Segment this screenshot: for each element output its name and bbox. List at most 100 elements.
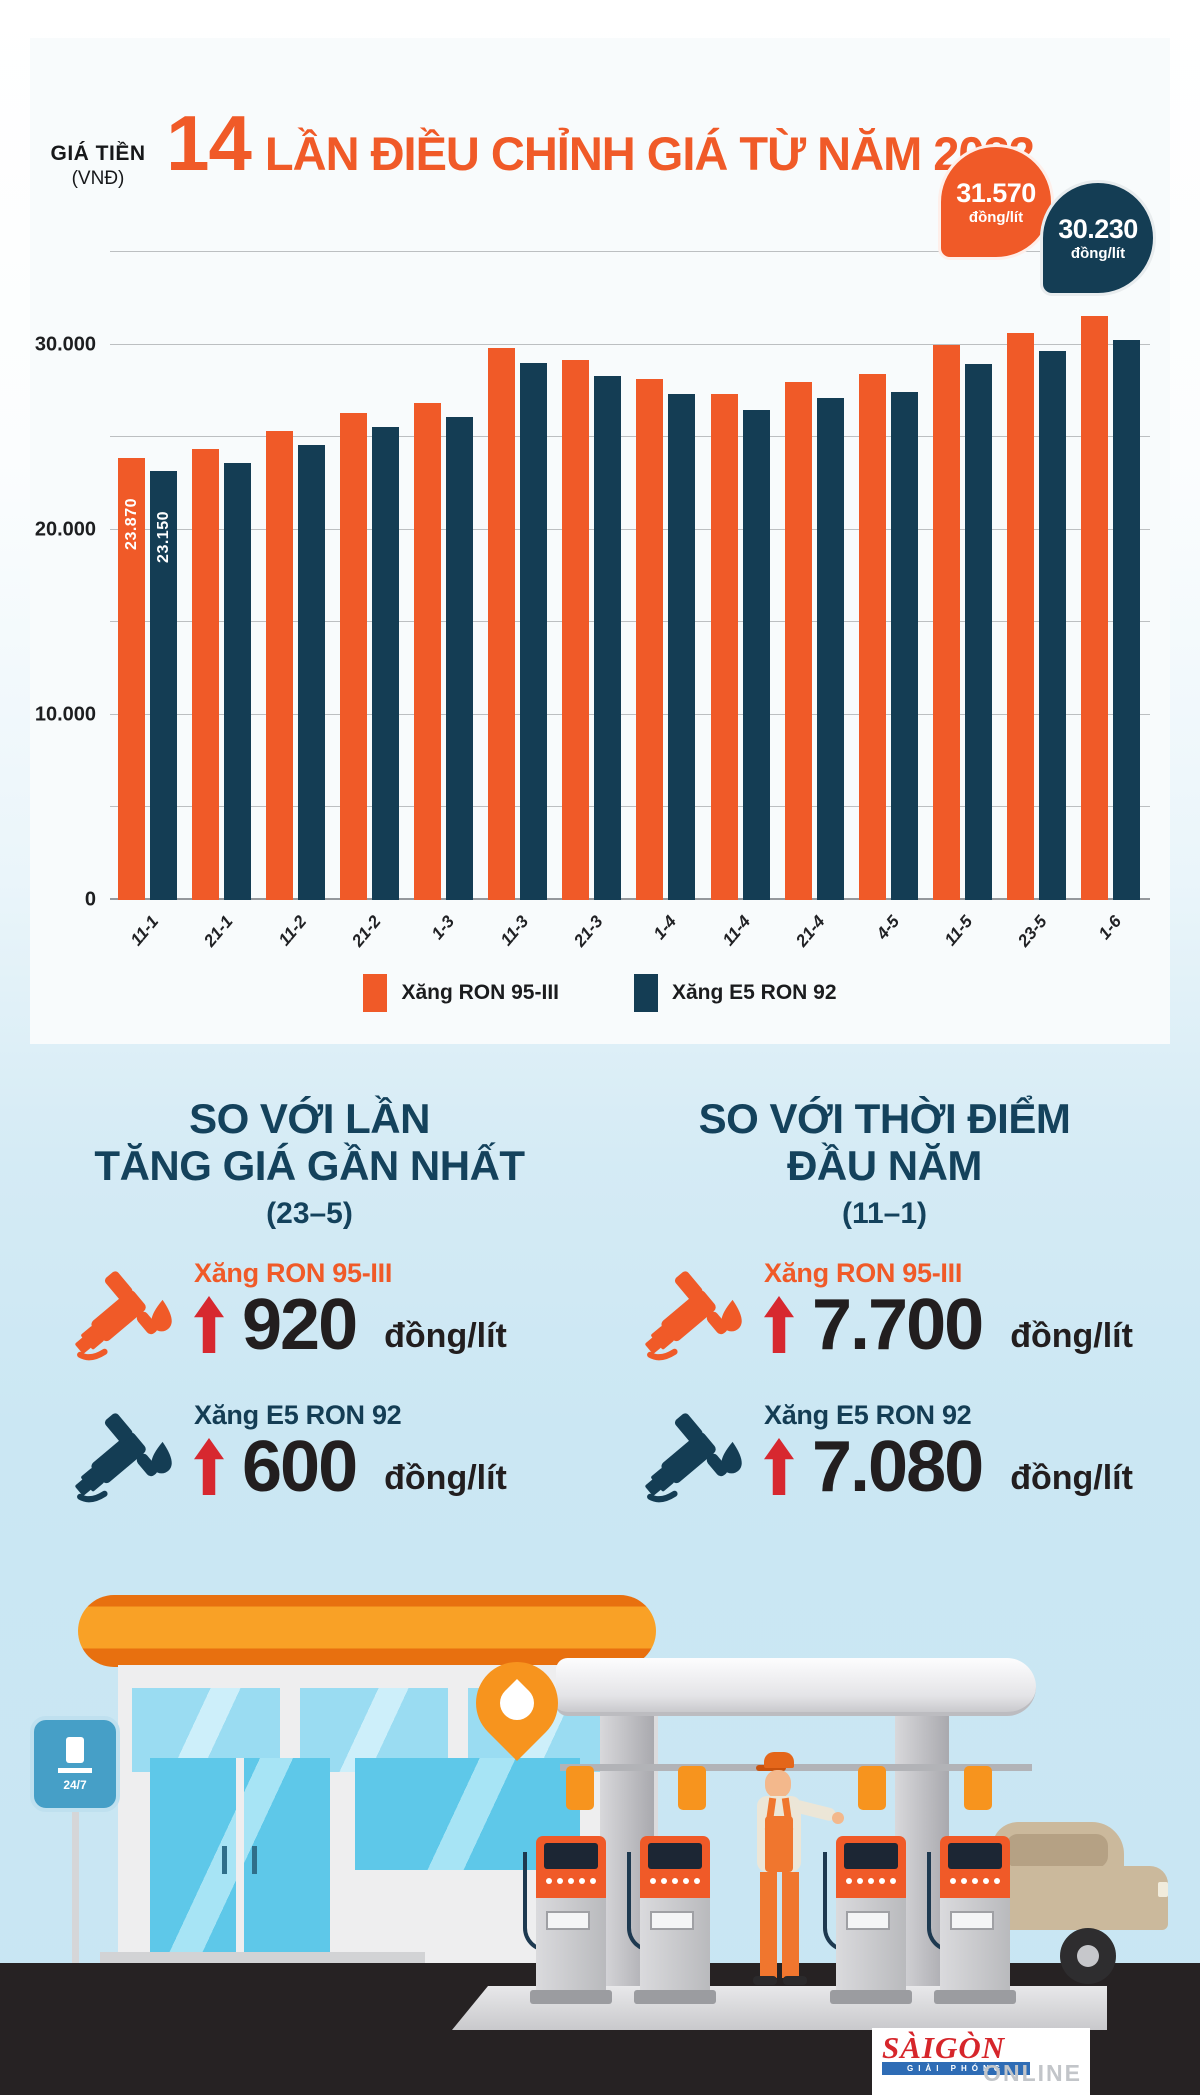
delta-value: 7.080 <box>812 1427 984 1508</box>
overall-bib <box>765 1816 793 1872</box>
y-axis-title: GIÁ TIỀN (VNĐ) <box>50 142 146 189</box>
bar-group-11-4: 11-4 <box>710 252 770 949</box>
fuel-row-content: Xăng RON 95-III 920 đồng/lít <box>194 1258 507 1366</box>
door-divider <box>236 1758 244 1962</box>
x-tick-label: 11-3 <box>496 912 533 950</box>
legend-swatch <box>363 974 388 1012</box>
glass-doors <box>150 1758 330 1962</box>
wheel-hub <box>1077 1945 1099 1967</box>
panel-vs-last-increase: SO VỚI LẦN TĂNG GIÁ GẦN NHẤT (23–5) <box>52 1095 567 1515</box>
gridline <box>110 621 1150 623</box>
bar-group-11-3: 11-3 <box>488 252 548 949</box>
cap <box>764 1752 794 1768</box>
publisher-logo: SÀIGÒN GIẢI PHÓNG ONLINE <box>872 2028 1090 2095</box>
panel-subheading: (23–5) <box>266 1197 353 1231</box>
bar-xăng-ron-95-iii-1-3 <box>414 403 442 900</box>
y-tick-label: 20.000 <box>34 518 96 541</box>
price-tag <box>858 1766 886 1810</box>
leg <box>782 1872 799 1978</box>
pump-slot <box>546 1911 590 1930</box>
head <box>765 1770 791 1798</box>
bar-xăng-e5-ron-92-11-5 <box>964 364 992 900</box>
bar-group-11-1: 23.870 23.150 11-1 <box>118 252 177 949</box>
bar-xăng-ron-95-iii-4-5 <box>858 373 886 900</box>
drop-icon <box>492 1678 542 1728</box>
delta-unit: đồng/lít <box>384 1458 507 1497</box>
bar-group-21-1: 21-1 <box>192 252 252 950</box>
chart-legend: Xăng RON 95-III Xăng E5 RON 92 <box>30 974 1170 1012</box>
fuel-pump <box>627 1836 716 2004</box>
logo-title: SÀIGÒN <box>882 2030 1006 2065</box>
bar-xăng-ron-95-iii-1-6 <box>1080 315 1108 900</box>
x-tick-label: 11-2 <box>274 912 311 950</box>
gridline <box>110 436 1150 438</box>
x-tick-label: 1-4 <box>650 912 681 944</box>
station-sign: 24/7 <box>30 1716 120 1812</box>
callout-e5ron92: 30.230 đồng/lít <box>1040 180 1156 296</box>
bar-xăng-e5-ron-92-21-3 <box>594 375 622 900</box>
panel-vs-start-of-year: SO VỚI THỜI ĐIỂM ĐẦU NĂM (11–1) <box>622 1095 1147 1515</box>
bar-xăng-e5-ron-92-11-1: 23.150 <box>150 471 177 900</box>
fuel-row-content: Xăng E5 RON 92 7.080 đồng/lít <box>764 1400 1133 1508</box>
delta-line: 600 đồng/lít <box>194 1427 507 1508</box>
gridline <box>110 343 1150 345</box>
bar-xăng-e5-ron-92-21-2 <box>372 427 400 900</box>
fuel-nozzle-icon <box>74 1387 186 1515</box>
hand <box>832 1812 844 1824</box>
price-tag <box>964 1766 992 1810</box>
fuel-row-e5ron92: Xăng E5 RON 92 7.080 đồng/lít <box>644 1387 1147 1515</box>
bar-xăng-e5-ron-92-11-4 <box>742 409 770 900</box>
bar-value-label: 23.150 <box>154 511 172 564</box>
pump-top <box>940 1836 1010 1898</box>
bar-group-1-6: 1-6 <box>1080 252 1140 943</box>
delta-value: 920 <box>242 1285 358 1366</box>
bar-xăng-ron-95-iii-21-1 <box>192 449 220 900</box>
gridline <box>110 251 1150 252</box>
pump-top <box>836 1836 906 1898</box>
gridline <box>110 528 1150 530</box>
sign-pole <box>72 1812 79 1964</box>
bar-xăng-e5-ron-92-11-3 <box>520 363 548 900</box>
x-tick-label: 4-5 <box>872 912 903 944</box>
bar-xăng-e5-ron-92-4-5 <box>890 391 918 900</box>
bar-xăng-ron-95-iii-11-4 <box>710 394 738 900</box>
up-arrow-icon <box>194 1295 224 1356</box>
pump-screen <box>544 1843 598 1869</box>
delta-value: 7.700 <box>812 1285 984 1366</box>
pump-icon <box>66 1736 84 1763</box>
legend-swatch <box>633 974 658 1012</box>
fuel-pump <box>523 1836 612 2004</box>
bar-group-1-3: 1-3 <box>414 252 474 943</box>
delta-line: 920 đồng/lít <box>194 1285 507 1366</box>
pump-slot <box>650 1911 694 1930</box>
pump-slot <box>950 1911 994 1930</box>
gas-station-illustration: 24/7 <box>0 1560 1200 2095</box>
x-tick-label: 1-3 <box>427 912 459 944</box>
delta-unit: đồng/lít <box>384 1316 507 1355</box>
bar-xăng-e5-ron-92-21-1 <box>224 463 252 900</box>
bar-xăng-ron-95-iii-21-4 <box>784 381 812 900</box>
pump-keypad <box>836 1878 906 1884</box>
x-tick-label: 11-4 <box>718 912 755 950</box>
fuel-name: Xăng RON 95-III <box>764 1258 963 1289</box>
pump-body <box>940 1898 1010 1992</box>
pump-screen <box>948 1843 1002 1869</box>
pump-keypad <box>536 1878 606 1884</box>
bar-value-label: 23.870 <box>122 498 140 551</box>
arrow-right-icon <box>58 1767 92 1773</box>
canopy-crossbar <box>560 1764 1032 1771</box>
leg <box>760 1872 777 1978</box>
bar-group-21-3: 21-3 <box>562 252 622 950</box>
pump-body <box>640 1898 710 1992</box>
delta-line: 7.700 đồng/lít <box>764 1285 1133 1366</box>
bar-group-23-5: 23-5 <box>1006 252 1066 950</box>
pump-base <box>934 1990 1016 2004</box>
fuel-name: Xăng E5 RON 92 <box>194 1400 402 1431</box>
shoe <box>783 1976 807 1985</box>
bar-xăng-e5-ron-92-11-2 <box>298 445 326 900</box>
bar-xăng-ron-95-iii-21-3 <box>562 359 590 900</box>
x-tick-label: 21-2 <box>347 912 385 951</box>
delta-value: 600 <box>242 1427 358 1508</box>
fuel-name: Xăng RON 95-III <box>194 1258 393 1289</box>
